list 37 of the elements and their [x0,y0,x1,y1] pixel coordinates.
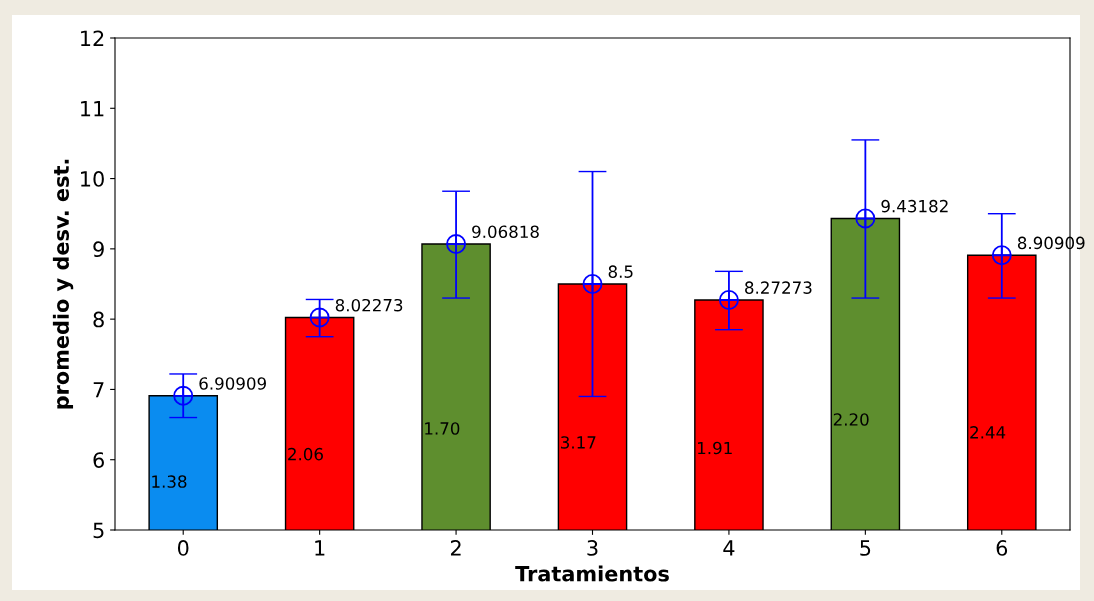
x-axis-title: Tratamientos [515,565,669,582]
annotation: 2.44 [970,426,1006,439]
annotation: 1.70 [425,422,460,435]
point [309,307,330,328]
y-tick-label: 7 [93,382,104,398]
point [173,385,194,406]
annotation: 1.38 [152,475,187,488]
point [991,245,1012,266]
x-tick-label: 2 [450,540,461,556]
y-tick-label: 10 [81,171,104,187]
y-axis-title: promedio y desv. est. [52,159,74,409]
data-label: 6.90909 [199,377,266,390]
point [718,290,739,310]
y-tick-label: 5 [93,522,104,539]
point [446,234,467,255]
data-label: 8.27273 [745,281,812,294]
annotation: 2.06 [288,447,323,461]
data-label: 9.06818 [472,225,539,239]
x-tick-label: 1 [315,540,325,556]
x-tick-label: 5 [860,540,871,556]
y-tick-label: 12 [81,30,104,46]
annotation: 3.17 [561,436,596,449]
annotation: 1.91 [698,441,732,455]
data-label: 8.5 [608,265,633,278]
point [855,208,876,229]
x-tick-label: 6 [996,540,1008,556]
x-tick-label: 3 [587,540,598,556]
x-tick-label: 4 [723,540,735,556]
y-tick-label: 9 [93,241,104,258]
y-tick-label: 11 [81,101,104,117]
annotation: 2.20 [833,413,869,426]
data-label: 9.43182 [881,199,948,213]
x-tick-label: 0 [177,540,189,556]
data-label: 8.02273 [335,298,403,312]
point [582,274,603,294]
y-tick-label: 8 [93,311,104,328]
y-tick-label: 6 [93,452,104,468]
